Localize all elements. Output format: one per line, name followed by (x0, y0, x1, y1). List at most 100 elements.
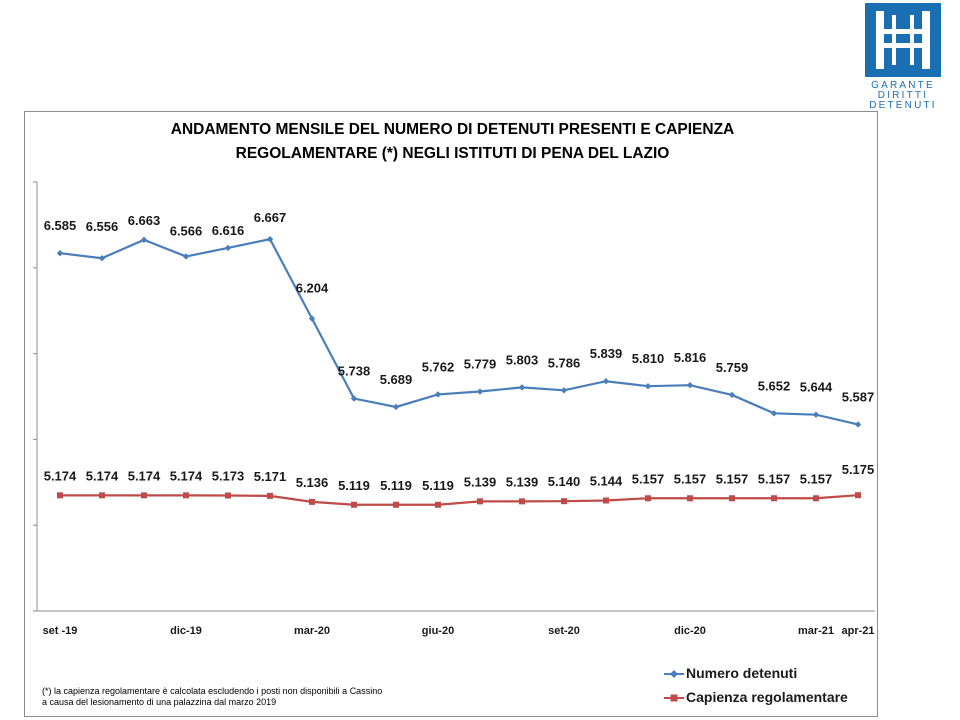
data-label-numero-detenuti: 5.779 (464, 357, 497, 372)
data-label-numero-detenuti: 5.689 (380, 372, 413, 387)
data-point-capienza-regolamentare (225, 492, 231, 499)
data-point-capienza-regolamentare (687, 495, 693, 502)
data-point-numero-detenuti (392, 403, 400, 411)
data-point-capienza-regolamentare (813, 495, 819, 502)
data-point-capienza-regolamentare (99, 492, 105, 499)
plot-area-frame (24, 111, 878, 717)
data-point-capienza-regolamentare (435, 501, 441, 508)
legend-swatch-blue-diamond (664, 670, 684, 678)
data-label-numero-detenuti: 6.204 (296, 281, 329, 296)
data-label-capienza-regolamentare: 5.119 (422, 478, 454, 493)
data-point-capienza-regolamentare (519, 498, 525, 505)
data-label-numero-detenuti: 6.616 (212, 223, 245, 238)
data-label-numero-detenuti: 5.762 (422, 359, 455, 374)
data-label-capienza-regolamentare: 5.136 (296, 475, 329, 490)
data-label-capienza-regolamentare: 5.140 (548, 474, 581, 489)
data-point-numero-detenuti (182, 253, 190, 260)
legend-swatch-red-square (664, 694, 684, 702)
data-point-numero-detenuti (308, 315, 316, 322)
data-label-numero-detenuti: 6.585 (44, 218, 77, 233)
chart-title-line-2: REGOLAMENTARE (*) NEGLI ISTITUTI DI PENA… (235, 145, 670, 162)
logo-text-line-1: GARANTE (871, 80, 935, 91)
data-label-capienza-regolamentare: 5.157 (716, 471, 749, 486)
x-tick-label: mar-20 (294, 625, 330, 637)
data-label-capienza-regolamentare: 5.119 (338, 478, 370, 493)
data-label-numero-detenuti: 5.786 (548, 355, 581, 370)
data-point-numero-detenuti (644, 383, 652, 390)
data-label-numero-detenuti: 5.816 (674, 350, 707, 365)
legend-label-capienza-regolamentare: Capienza regolamentare (686, 689, 848, 705)
data-label-capienza-regolamentare: 5.144 (590, 473, 623, 488)
data-label-capienza-regolamentare: 5.174 (170, 468, 203, 483)
chart-title-line-1: ANDAMENTO MENSILE DEL NUMERO DI DETENUTI… (170, 121, 735, 138)
data-point-numero-detenuti (728, 391, 736, 399)
data-label-numero-detenuti: 5.803 (506, 352, 539, 367)
data-point-capienza-regolamentare (771, 495, 777, 502)
data-label-numero-detenuti: 5.644 (800, 380, 833, 395)
footnote-line-2: a causa del lesionamento di una palazzin… (42, 697, 277, 707)
data-label-capienza-regolamentare: 5.171 (254, 469, 287, 484)
data-point-capienza-regolamentare (351, 501, 357, 508)
logo-text-line-2: DIRITTI (878, 90, 928, 101)
data-point-numero-detenuti (686, 381, 694, 389)
data-point-capienza-regolamentare (141, 492, 147, 499)
logo-text-line-3: DETENUTI (869, 100, 937, 110)
data-point-numero-detenuti (812, 411, 820, 418)
data-point-numero-detenuti (602, 378, 610, 385)
data-label-numero-detenuti: 5.738 (338, 364, 371, 379)
data-label-capienza-regolamentare: 5.175 (842, 462, 875, 477)
data-point-numero-detenuti (350, 395, 358, 402)
data-label-capienza-regolamentare: 5.157 (758, 471, 791, 486)
data-label-capienza-regolamentare: 5.174 (86, 468, 119, 483)
data-label-numero-detenuti: 5.652 (758, 378, 791, 393)
data-point-numero-detenuti (854, 421, 862, 428)
data-point-capienza-regolamentare (645, 495, 651, 502)
data-label-capienza-regolamentare: 5.173 (212, 469, 245, 484)
x-tick-label: set-20 (548, 625, 580, 637)
data-point-capienza-regolamentare (855, 492, 861, 499)
data-point-capienza-regolamentare (57, 492, 63, 499)
data-label-capienza-regolamentare: 5.174 (128, 468, 161, 483)
logo-emblem-mark (876, 11, 930, 69)
data-label-capienza-regolamentare: 5.157 (632, 471, 665, 486)
data-label-capienza-regolamentare: 5.119 (380, 478, 412, 493)
data-label-capienza-regolamentare: 5.139 (506, 474, 539, 489)
data-point-numero-detenuti (140, 236, 148, 244)
series-line-capienza-regolamentare (60, 494, 859, 506)
data-point-numero-detenuti (770, 410, 778, 417)
data-label-numero-detenuti: 5.759 (716, 360, 749, 375)
data-point-capienza-regolamentare (183, 492, 189, 499)
data-point-numero-detenuti (266, 235, 274, 243)
data-label-numero-detenuti: 6.667 (254, 210, 287, 225)
data-point-capienza-regolamentare (729, 495, 735, 502)
data-label-capienza-regolamentare: 5.157 (674, 471, 707, 486)
data-point-capienza-regolamentare (393, 501, 399, 508)
data-label-numero-detenuti: 5.839 (590, 346, 623, 361)
data-point-numero-detenuti (518, 384, 526, 391)
data-point-numero-detenuti (56, 250, 64, 257)
data-point-numero-detenuti (224, 244, 232, 252)
data-label-capienza-regolamentare: 5.157 (800, 471, 833, 486)
data-point-capienza-regolamentare (477, 498, 483, 505)
data-label-capienza-regolamentare: 5.139 (464, 474, 497, 489)
series-line-numero-detenuti (59, 237, 859, 426)
x-tick-label: giu-20 (422, 625, 454, 637)
data-label-numero-detenuti: 6.663 (128, 213, 161, 228)
x-tick-label: mar-21 (798, 625, 834, 637)
legend-label-numero-detenuti: Numero detenuti (686, 665, 798, 681)
data-point-capienza-regolamentare (561, 498, 567, 505)
data-point-numero-detenuti (476, 388, 484, 395)
x-tick-label: dic-20 (674, 625, 706, 637)
footnote: (*) la capienza regolamentare è calcolat… (42, 686, 382, 708)
garante-logo: GARANTE DIRITTI DETENUTI (865, 3, 941, 110)
data-point-capienza-regolamentare (309, 498, 315, 505)
data-label-numero-detenuti: 5.587 (842, 389, 875, 404)
data-point-numero-detenuti (560, 387, 568, 394)
x-tick-label: dic-19 (170, 625, 202, 637)
data-label-capienza-regolamentare: 5.174 (44, 468, 77, 483)
data-point-capienza-regolamentare (603, 497, 609, 504)
data-label-numero-detenuti: 5.810 (632, 351, 665, 366)
data-point-numero-detenuti (434, 391, 442, 398)
data-label-numero-detenuti: 6.566 (170, 223, 203, 238)
